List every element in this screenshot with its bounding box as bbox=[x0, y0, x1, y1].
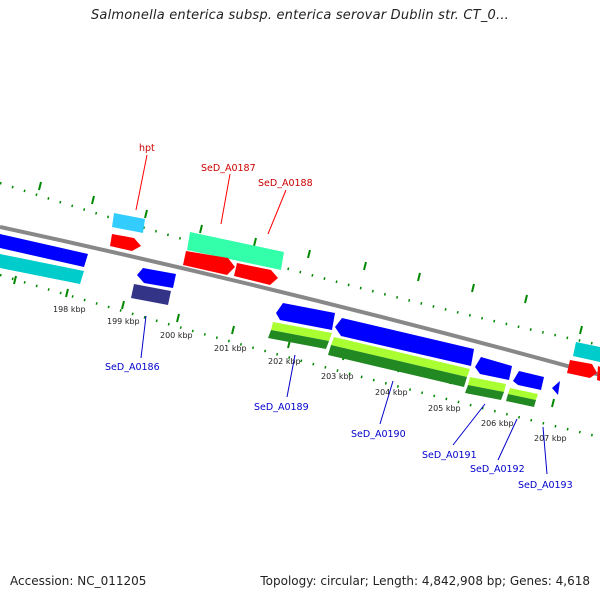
inner-dotted-ring bbox=[0, 273, 600, 439]
gene-SeD_A0189-darkgreen[interactable] bbox=[268, 330, 329, 349]
gene-label-SeD_A0189: SeD_A0189 bbox=[254, 402, 309, 413]
gene-SeD_A0190[interactable] bbox=[335, 318, 474, 366]
gene-label-SeD_A0191: SeD_A0191 bbox=[422, 450, 477, 461]
gene-label-hpt: hpt bbox=[139, 143, 155, 154]
backbone bbox=[0, 225, 600, 377]
kbp-label: 202 kbp bbox=[268, 357, 301, 366]
gene-label-SeD_A0192: SeD_A0192 bbox=[470, 464, 525, 475]
gene-SeD_A0191-green[interactable] bbox=[468, 377, 506, 392]
kbp-label: 201 kbp bbox=[214, 344, 247, 353]
gene-SeD_A0189[interactable] bbox=[276, 303, 335, 330]
outer-dotted-ring bbox=[0, 181, 600, 347]
map-title: Salmonella enterica subsp. enterica sero… bbox=[90, 8, 509, 23]
gene-label-SeD_A0187: SeD_A0187 bbox=[201, 163, 256, 174]
kbp-label: 198 kbp bbox=[53, 305, 86, 314]
gene-right-red[interactable] bbox=[567, 360, 597, 378]
gene-label-SeD_A0190: SeD_A0190 bbox=[351, 429, 406, 440]
gene-SeD_A0192-darkgreen[interactable] bbox=[506, 394, 536, 407]
reverse-label-leaders bbox=[140, 315, 548, 475]
gene-SeD_A0192[interactable] bbox=[513, 371, 544, 390]
gene-left-blue[interactable] bbox=[0, 234, 88, 267]
gene-left-cyan[interactable] bbox=[0, 254, 84, 284]
gene-SeD_A0193[interactable] bbox=[552, 381, 560, 395]
accession-text: Accession: NC_011205 bbox=[10, 574, 147, 588]
kbp-label: 199 kbp bbox=[107, 317, 140, 326]
kbp-label: 200 kbp bbox=[160, 331, 193, 340]
topology-text: Topology: circular; Length: 4,842,908 bp… bbox=[260, 574, 590, 588]
gene-SeD_A0190-green[interactable] bbox=[331, 337, 470, 377]
gene-SeD_A0192-green[interactable] bbox=[508, 388, 538, 400]
kbp-label: 207 kbp bbox=[534, 434, 567, 443]
gene-label-SeD_A0186: SeD_A0186 bbox=[105, 362, 160, 373]
gene-SeD_A0188[interactable] bbox=[234, 263, 278, 285]
forward-gene-labels: hpt SeD_A0187 SeD_A0188 bbox=[139, 143, 313, 189]
gene-SeD_A0186[interactable] bbox=[131, 284, 171, 305]
kbp-label: 205 kbp bbox=[428, 404, 461, 413]
gene-label-SeD_A0188: SeD_A0188 bbox=[258, 178, 313, 189]
gene-SeD_A0190-darkgreen[interactable] bbox=[328, 345, 467, 387]
gene-forward-aqua[interactable] bbox=[187, 232, 284, 270]
outer-ticks bbox=[38, 181, 583, 335]
kbp-labels: 198 kbp 199 kbp 200 kbp 201 kbp 202 kbp … bbox=[53, 305, 567, 443]
gene-right-cyan[interactable] bbox=[573, 342, 600, 362]
kbp-label: 204 kbp bbox=[375, 388, 408, 397]
gene-hpt-top[interactable] bbox=[112, 213, 145, 233]
forward-label-leaders bbox=[135, 154, 287, 235]
gene-SeD_A0189-green[interactable] bbox=[271, 322, 332, 341]
gene-SeD_A0191[interactable] bbox=[475, 357, 512, 380]
gene-label-SeD_A0193: SeD_A0193 bbox=[518, 480, 573, 491]
gene-SeD_A0187[interactable] bbox=[183, 251, 235, 275]
gene-right-red-2[interactable] bbox=[597, 366, 600, 381]
kbp-label: 206 kbp bbox=[481, 419, 514, 428]
gene-SeD_A0191-darkgreen[interactable] bbox=[465, 385, 504, 400]
kbp-label: 203 kbp bbox=[321, 372, 354, 381]
reverse-gene-labels: SeD_A0186 SeD_A0189 SeD_A0190 SeD_A0191 … bbox=[105, 362, 573, 491]
gene-hpt[interactable] bbox=[110, 234, 141, 251]
gene-reverse-small-blue[interactable] bbox=[137, 268, 176, 288]
